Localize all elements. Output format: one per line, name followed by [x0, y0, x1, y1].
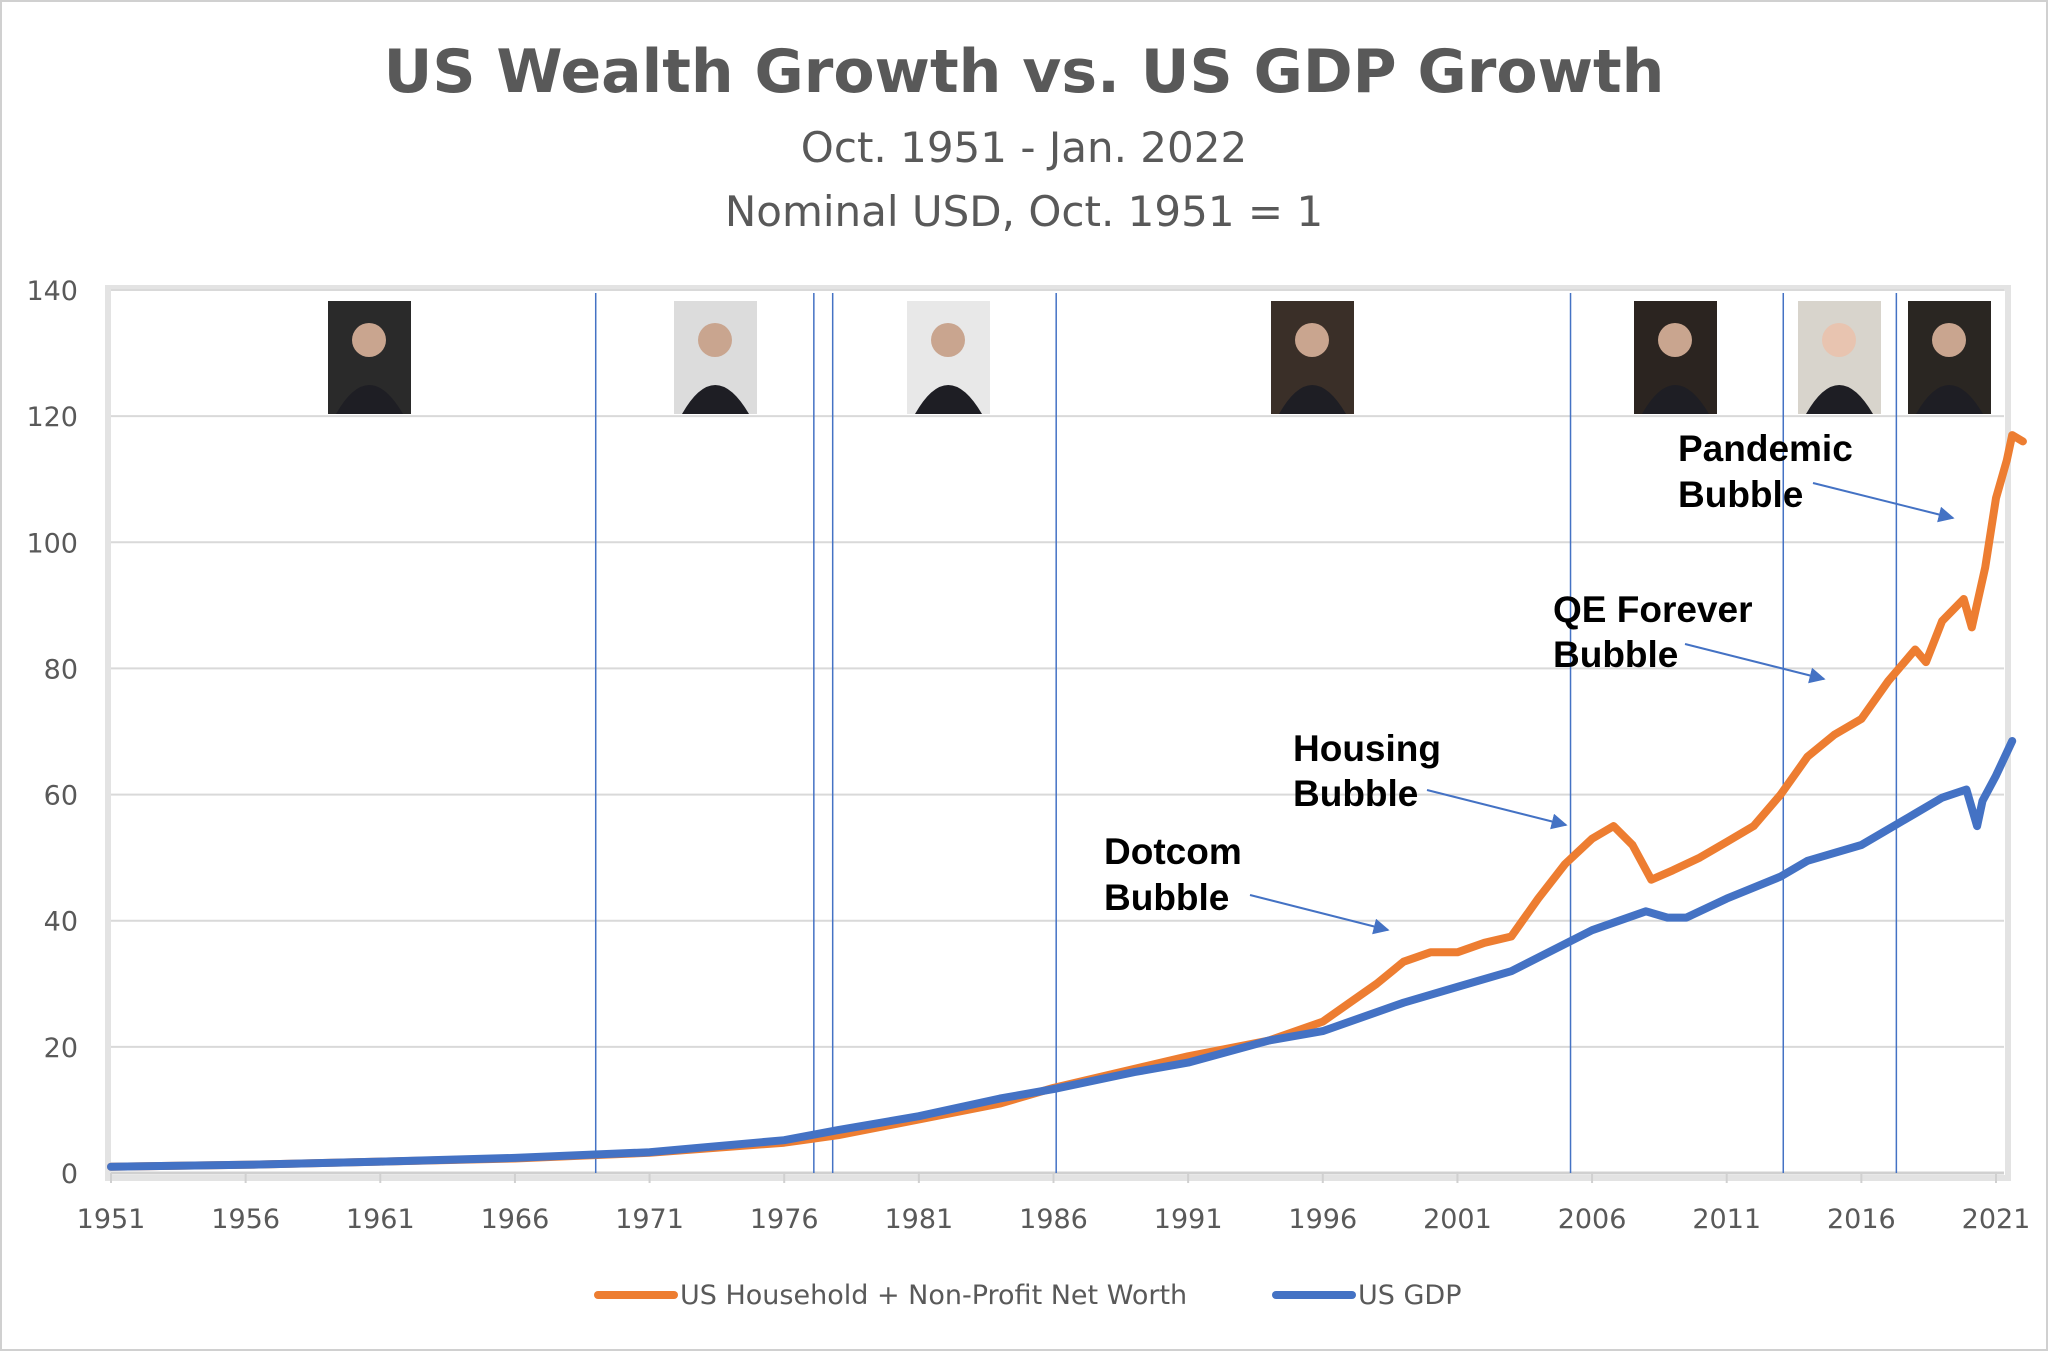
legend-label-net-worth: US Household + Non-Profit Net Worth	[680, 1280, 1187, 1311]
chart-title: US Wealth Growth vs. US GDP Growth	[384, 37, 1665, 107]
annotation-arrow	[1812, 482, 1955, 523]
portrait-suit	[1642, 385, 1709, 414]
y-tick-label: 20	[44, 1033, 78, 1064]
x-tick-label: 2021	[1962, 1204, 2031, 1235]
portrait-suit	[1806, 385, 1873, 414]
annotation-arrow	[1249, 894, 1390, 935]
annotation-qe-forever: QE Forever Bubble	[1553, 589, 1826, 684]
x-tick-label: 1996	[1288, 1204, 1357, 1235]
annotation-text: QE Forever	[1553, 589, 1752, 630]
x-tick-label: 2001	[1423, 1204, 1492, 1235]
series-line-net-worth	[107, 431, 2027, 1171]
x-tick-label: 1961	[346, 1204, 415, 1235]
chart-subtitle-1: Oct. 1951 - Jan. 2022	[801, 123, 1247, 172]
portrait-suit	[1916, 385, 1983, 414]
x-tick-label: 2006	[1558, 1204, 1627, 1235]
plot-area	[105, 285, 2011, 1181]
x-tick-label: 1981	[884, 1204, 953, 1235]
annotation-pandemic: Pandemic Bubble	[1678, 428, 1955, 523]
legend-label-gdp: US GDP	[1358, 1280, 1461, 1311]
legend: US Household + Non-Profit Net Worth US G…	[594, 1280, 1461, 1311]
annotation-text: Bubble	[1293, 773, 1418, 814]
annotation-text: Pandemic	[1678, 428, 1853, 469]
portrait-face	[1932, 323, 1966, 357]
y-tick-label: 140	[26, 276, 78, 307]
portrait-face	[352, 323, 386, 357]
annotation-text: Dotcom	[1104, 831, 1242, 872]
portrait-face	[698, 323, 732, 357]
annotation-arrow	[1426, 789, 1568, 830]
annotation-text: Bubble	[1553, 634, 1678, 675]
chart-subtitle-2: Nominal USD, Oct. 1951 = 1	[725, 187, 1323, 236]
y-tick-label: 60	[44, 781, 78, 812]
x-tick-label: 1971	[615, 1204, 684, 1235]
annotation-arrow	[1684, 643, 1826, 684]
x-tick-label: 1951	[77, 1204, 146, 1235]
x-tick-label: 1966	[481, 1204, 550, 1235]
y-tick-label: 0	[61, 1159, 78, 1190]
y-tick-label: 80	[44, 654, 78, 685]
y-tick-label: 120	[26, 402, 78, 433]
x-tick-label: 1956	[211, 1204, 280, 1235]
portrait-face	[1658, 323, 1692, 357]
y-tick-label: 40	[44, 907, 78, 938]
x-tick-label: 1976	[750, 1204, 819, 1235]
x-tick-label: 2016	[1827, 1204, 1896, 1235]
annotation-text: Bubble	[1104, 877, 1229, 918]
portrait-suit	[915, 385, 982, 414]
x-tick-label: 1986	[1019, 1204, 1088, 1235]
series-line-gdp	[107, 737, 2017, 1171]
portrait-face	[931, 323, 965, 357]
portrait-face	[1295, 323, 1329, 357]
portrait-suit	[1279, 385, 1346, 414]
annotation-text: Housing	[1293, 728, 1441, 769]
portrait-suit	[336, 385, 403, 414]
annotation-text: Bubble	[1678, 474, 1803, 515]
y-tick-label: 100	[26, 528, 78, 559]
portrait-suit	[682, 385, 749, 414]
x-tick-label: 2011	[1692, 1204, 1761, 1235]
x-tick-label: 1991	[1154, 1204, 1223, 1235]
annotation-dotcom: Dotcom Bubble	[1104, 831, 1390, 935]
annotation-housing: Housing Bubble	[1293, 728, 1568, 830]
portrait-face	[1822, 323, 1856, 357]
